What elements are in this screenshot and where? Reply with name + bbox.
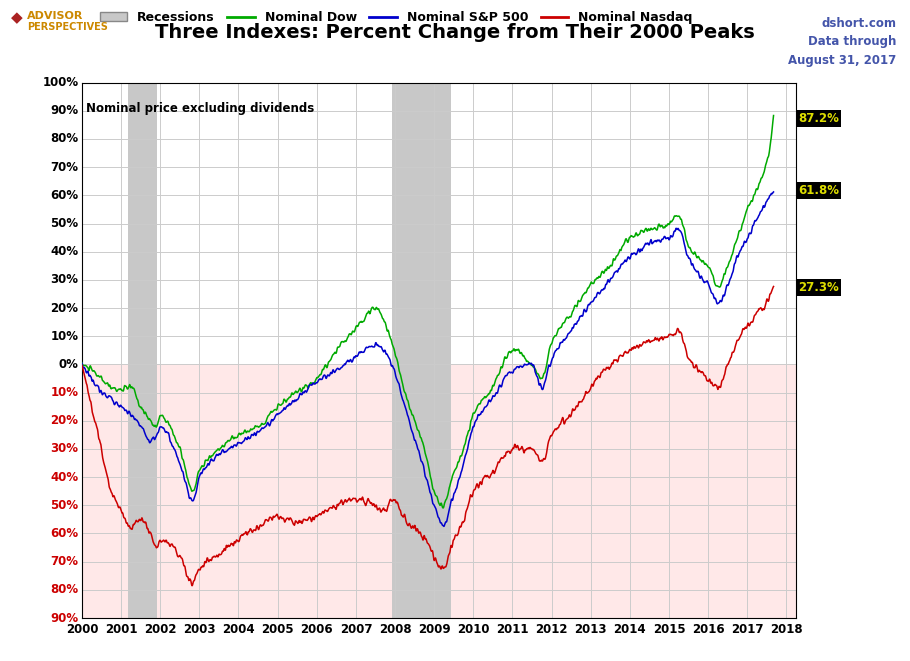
Bar <box>127 83 157 618</box>
Text: 0%: 0% <box>58 358 78 371</box>
Text: 80%: 80% <box>50 584 78 596</box>
Text: 20%: 20% <box>50 414 78 427</box>
Text: 90%: 90% <box>50 611 78 625</box>
Text: Data through: Data through <box>808 35 896 48</box>
Text: 10%: 10% <box>50 330 78 343</box>
Text: 70%: 70% <box>50 161 78 174</box>
Text: 40%: 40% <box>50 471 78 484</box>
Text: 27.3%: 27.3% <box>798 281 839 294</box>
Legend: Recessions, Nominal Dow, Nominal S&P 500, Nominal Nasdaq: Recessions, Nominal Dow, Nominal S&P 500… <box>95 6 698 29</box>
Text: 30%: 30% <box>50 442 78 455</box>
Text: 90%: 90% <box>50 104 78 117</box>
Text: 60%: 60% <box>50 189 78 202</box>
Text: 50%: 50% <box>50 217 78 230</box>
Text: 40%: 40% <box>50 245 78 258</box>
Text: 30%: 30% <box>50 274 78 286</box>
Bar <box>82 364 796 618</box>
Text: 87.2%: 87.2% <box>798 112 839 125</box>
Text: 60%: 60% <box>50 527 78 540</box>
Text: 10%: 10% <box>50 386 78 399</box>
Text: Three Indexes: Percent Change from Their 2000 Peaks: Three Indexes: Percent Change from Their… <box>155 23 755 42</box>
Text: 61.8%: 61.8% <box>798 184 839 197</box>
Bar <box>392 83 450 618</box>
Text: ADVISOR: ADVISOR <box>27 11 84 20</box>
Text: August 31, 2017: August 31, 2017 <box>788 54 896 67</box>
Text: 80%: 80% <box>50 132 78 145</box>
Text: 50%: 50% <box>50 499 78 512</box>
Text: Nominal price excluding dividends: Nominal price excluding dividends <box>86 102 314 116</box>
Text: PERSPECTIVES: PERSPECTIVES <box>27 22 108 32</box>
Text: ◆: ◆ <box>11 10 23 25</box>
Text: 100%: 100% <box>42 76 78 89</box>
Text: 20%: 20% <box>50 301 78 315</box>
Text: 70%: 70% <box>50 555 78 568</box>
Text: dshort.com: dshort.com <box>822 17 896 30</box>
